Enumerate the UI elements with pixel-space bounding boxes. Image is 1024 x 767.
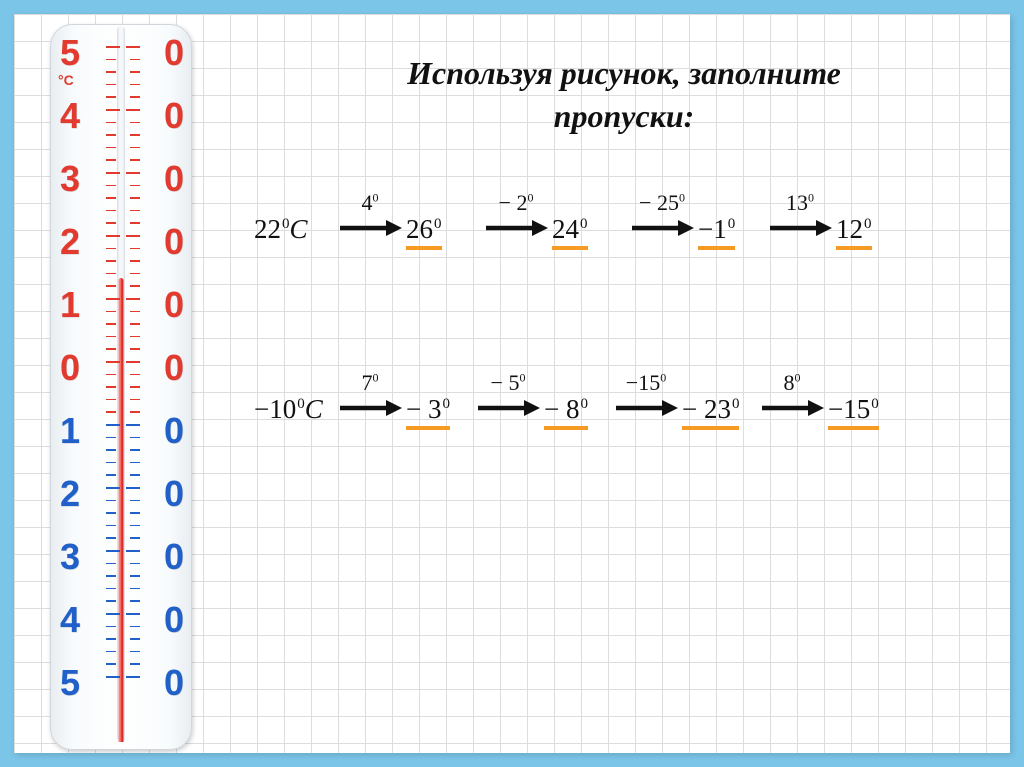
thermometer: 54321012345 00000000000 °C bbox=[50, 24, 192, 750]
start-value: −100С bbox=[254, 394, 323, 425]
scale-right-8: 0 bbox=[122, 536, 182, 578]
result-text: − 80 bbox=[544, 394, 588, 430]
scale-left-4: 1 bbox=[60, 284, 120, 326]
result-text: 120 bbox=[836, 214, 872, 250]
exercise-row-1: 220С 40260 − 20240 − 250−10 130120 bbox=[254, 214, 1010, 294]
arrow-icon: − 50 bbox=[476, 394, 540, 422]
arrow-icon: 70 bbox=[338, 394, 402, 422]
delta-label: − 50 bbox=[476, 370, 540, 396]
scale-right-1: 0 bbox=[122, 95, 182, 137]
arrow-icon: 130 bbox=[768, 214, 832, 242]
delta-label: 80 bbox=[760, 370, 824, 396]
delta-label: 40 bbox=[338, 190, 402, 216]
arrow-step-3: 80 bbox=[758, 394, 826, 422]
result-value-0: − 30 bbox=[406, 394, 450, 430]
title-text: Используя рисунок, заполнитепропуски: bbox=[407, 55, 841, 134]
scale-right-2: 0 bbox=[122, 158, 182, 200]
value-text: 220С bbox=[254, 214, 308, 245]
scale-left-2: 3 bbox=[60, 158, 120, 200]
arrow-icon: 80 bbox=[760, 394, 824, 422]
scale-left-5: 0 bbox=[60, 347, 120, 389]
result-text: − 230 bbox=[682, 394, 739, 430]
delta-label: − 20 bbox=[484, 190, 548, 216]
scale-left-0: 5 bbox=[60, 32, 120, 74]
arrow-step-1: − 20 bbox=[482, 214, 550, 242]
result-value-2: − 230 bbox=[682, 394, 739, 430]
slide-frame: 54321012345 00000000000 °C Используя рис… bbox=[0, 0, 1024, 767]
arrow-step-0: 40 bbox=[336, 214, 404, 242]
result-text: −10 bbox=[698, 214, 735, 250]
scale-left-7: 2 bbox=[60, 473, 120, 515]
result-value-0: 260 bbox=[406, 214, 442, 250]
result-text: 260 bbox=[406, 214, 442, 250]
result-value-1: − 80 bbox=[544, 394, 588, 430]
arrow-icon: − 20 bbox=[484, 214, 548, 242]
scale-right-5: 0 bbox=[122, 347, 182, 389]
scale-left-1: 4 bbox=[60, 95, 120, 137]
scale-left-9: 4 bbox=[60, 599, 120, 641]
scale-right-7: 0 bbox=[122, 473, 182, 515]
result-value-1: 240 bbox=[552, 214, 588, 250]
arrow-step-2: − 250 bbox=[628, 214, 696, 242]
scale-right-6: 0 bbox=[122, 410, 182, 452]
page-title: Используя рисунок, заполнитепропуски: bbox=[284, 52, 964, 138]
result-text: − 30 bbox=[406, 394, 450, 430]
start-value: 220С bbox=[254, 214, 308, 245]
delta-label: − 250 bbox=[630, 190, 694, 216]
scale-left-10: 5 bbox=[60, 662, 120, 704]
result-text: 240 bbox=[552, 214, 588, 250]
delta-label: 70 bbox=[338, 370, 402, 396]
arrow-step-1: − 50 bbox=[474, 394, 542, 422]
scale-right-10: 0 bbox=[122, 662, 182, 704]
result-text: −150 bbox=[828, 394, 879, 430]
value-text: −100С bbox=[254, 394, 323, 425]
thermometer-unit: °C bbox=[58, 72, 74, 88]
scale-left-8: 3 bbox=[60, 536, 120, 578]
scale-right-9: 0 bbox=[122, 599, 182, 641]
delta-label: 130 bbox=[768, 190, 832, 216]
arrow-step-2: −150 bbox=[612, 394, 680, 422]
exercise-row-2: −100С70− 30− 50− 80−150− 23080−150 bbox=[254, 394, 1010, 474]
result-value-2: −10 bbox=[698, 214, 735, 250]
delta-label: −150 bbox=[614, 370, 678, 396]
scale-right-3: 0 bbox=[122, 221, 182, 263]
arrow-icon: − 250 bbox=[630, 214, 694, 242]
result-value-3: −150 bbox=[828, 394, 879, 430]
scale-left-3: 2 bbox=[60, 221, 120, 263]
scale-right-0: 0 bbox=[122, 32, 182, 74]
result-value-3: 120 bbox=[836, 214, 872, 250]
arrow-icon: 40 bbox=[338, 214, 402, 242]
arrow-step-3: 130 bbox=[766, 214, 834, 242]
scale-right-4: 0 bbox=[122, 284, 182, 326]
scale-left-6: 1 bbox=[60, 410, 120, 452]
arrow-step-0: 70 bbox=[336, 394, 404, 422]
arrow-icon: −150 bbox=[614, 394, 678, 422]
slide-page: 54321012345 00000000000 °C Используя рис… bbox=[14, 14, 1010, 753]
